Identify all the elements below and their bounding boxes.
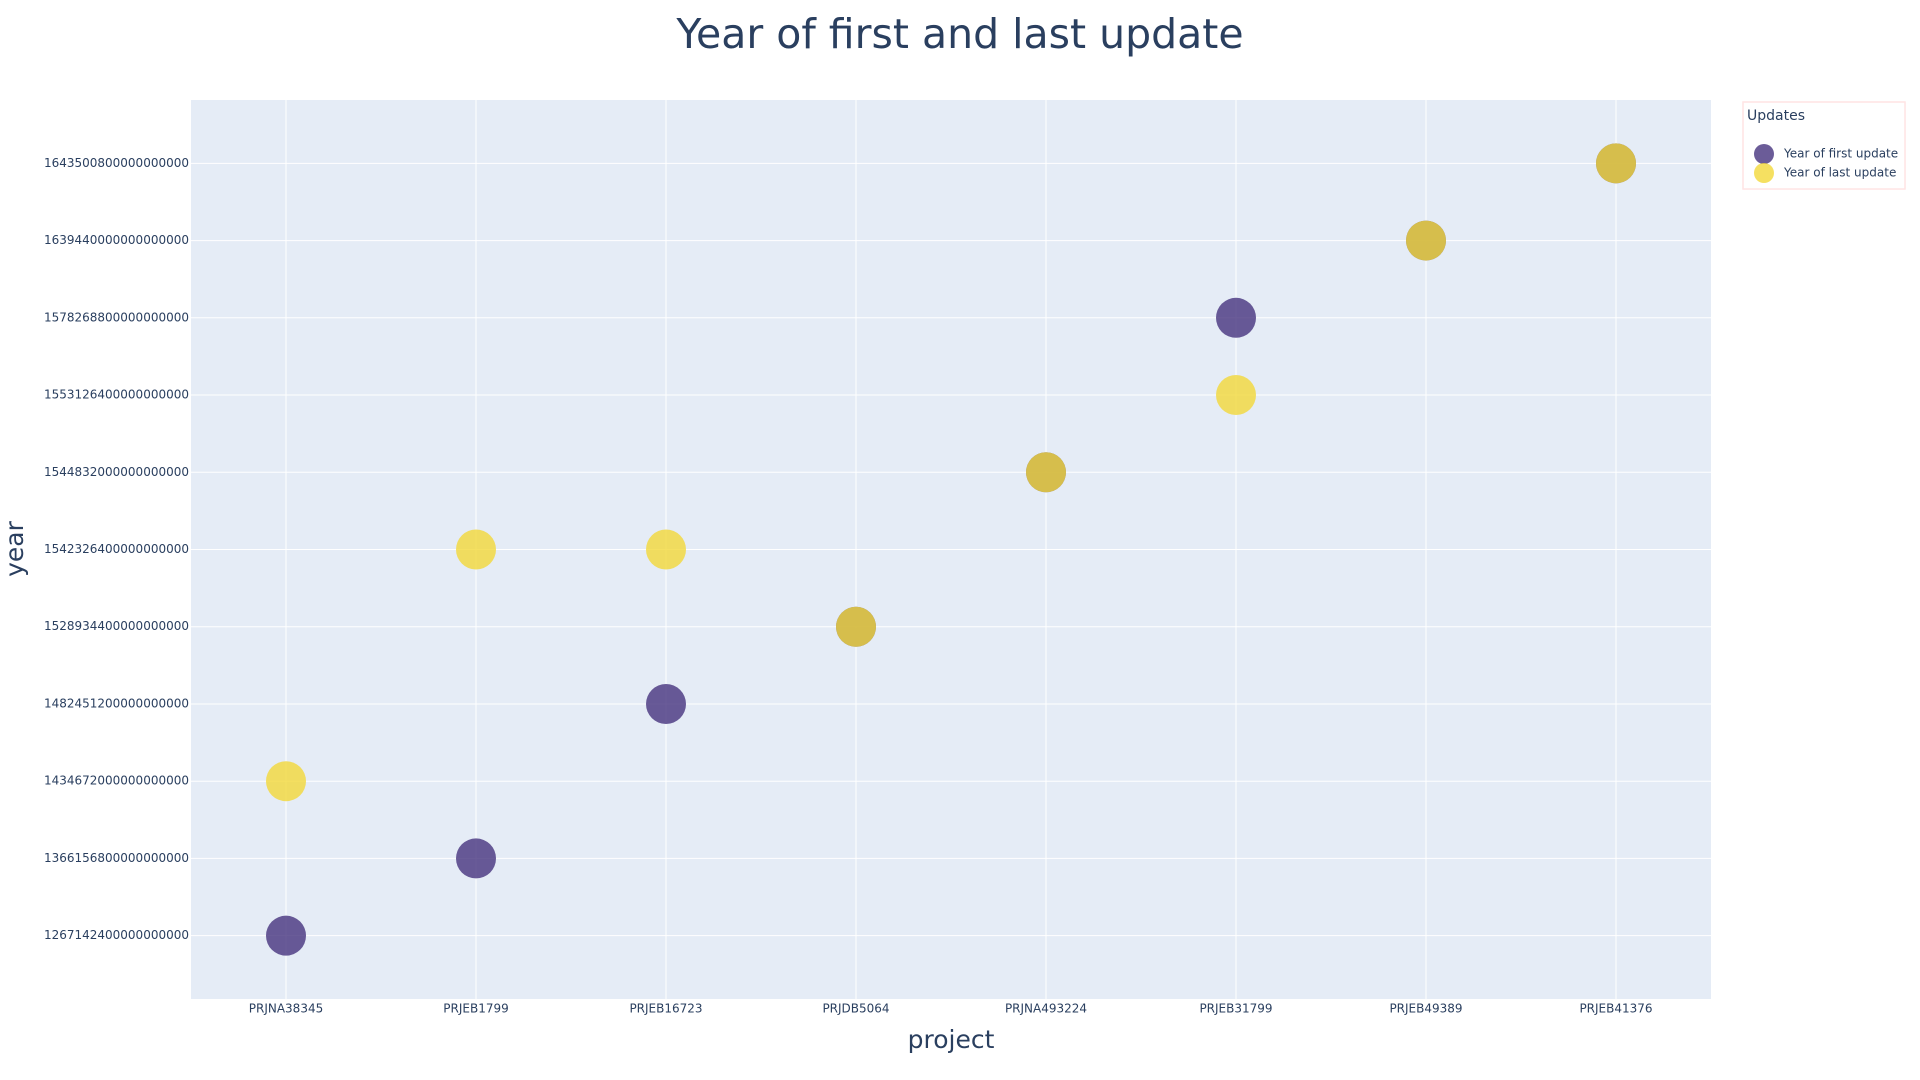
point: [646, 529, 686, 570]
point: [1216, 297, 1256, 338]
legend-label: Year of last update: [1783, 166, 1896, 180]
x-axis-title: project: [908, 1025, 995, 1054]
x-tick-label: PRJEB31799: [1199, 1002, 1272, 1016]
y-tick-label: 1267142400000000000: [44, 928, 189, 942]
y-tick-label: 1528934400000000000: [44, 619, 189, 633]
point: [456, 838, 496, 879]
point: [1406, 220, 1446, 261]
y-tick-label: 1553126400000000000: [44, 388, 189, 402]
x-tick-label: PRJNA38345: [249, 1002, 323, 1016]
x-tick-label: PRJEB41376: [1579, 1002, 1652, 1016]
x-tick-label: PRJEB1799: [443, 1002, 508, 1016]
x-tick-label: PRJEB49389: [1389, 1002, 1462, 1016]
y-tick-label: 1643500800000000000: [44, 156, 189, 170]
point: [836, 606, 876, 647]
y-tick-label: 1544832000000000000: [44, 465, 189, 479]
y-tick-label: 1482451200000000000: [44, 696, 189, 710]
x-tick-label: PRJDB5064: [822, 1002, 889, 1016]
legend-label: Year of first update: [1783, 147, 1898, 161]
point: [456, 529, 496, 570]
legend-title: Updates: [1747, 108, 1805, 124]
x-tick-label: PRJEB16723: [629, 1002, 702, 1016]
chart-title: Year of first and last update: [675, 10, 1243, 58]
y-axis-title: year: [0, 520, 29, 576]
point: [1596, 143, 1636, 184]
y-tick-label: 1578268800000000000: [44, 310, 189, 324]
legend-marker: [1754, 144, 1774, 164]
point: [646, 683, 686, 724]
y-tick-label: 1542326400000000000: [44, 542, 189, 556]
y-tick-label: 1366156800000000000: [44, 851, 189, 865]
point: [266, 761, 306, 802]
x-tick-label: PRJNA493224: [1005, 1002, 1087, 1016]
point: [266, 915, 306, 956]
y-tick-label: 1639440000000000000: [44, 233, 189, 247]
point: [1026, 452, 1066, 493]
legend-marker: [1754, 163, 1774, 183]
y-tick-label: 1434672000000000000: [44, 774, 189, 788]
point: [1216, 375, 1256, 416]
